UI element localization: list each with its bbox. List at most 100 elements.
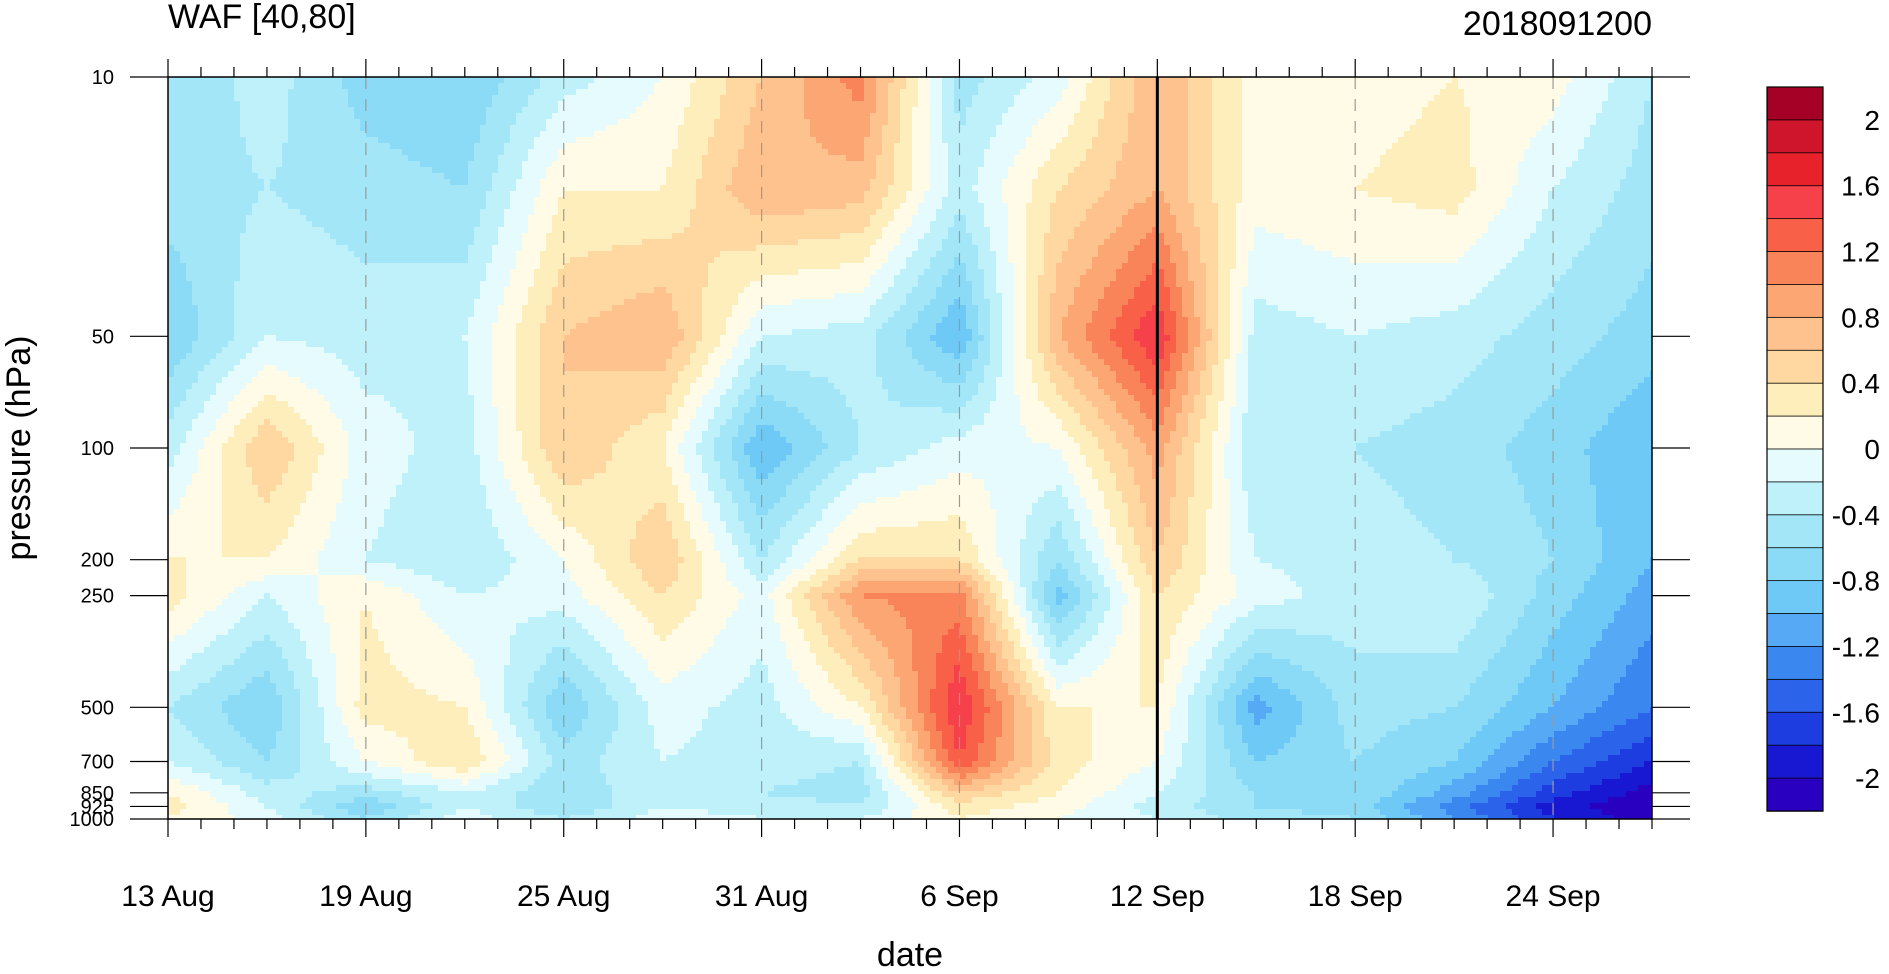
heat-cell	[426, 137, 433, 144]
heat-cell	[1584, 95, 1591, 102]
heat-cell	[930, 95, 937, 102]
heat-cell	[240, 197, 247, 204]
heat-cell	[1356, 113, 1363, 120]
heat-cell	[1092, 173, 1099, 180]
heat-cell	[1416, 107, 1423, 114]
heat-cell	[1230, 131, 1237, 138]
heat-cell	[534, 89, 541, 96]
heat-cell	[1590, 77, 1597, 84]
heat-cell	[222, 125, 229, 132]
heat-cell	[372, 197, 379, 204]
heat-cell	[504, 95, 511, 102]
heat-cell	[1158, 101, 1165, 108]
heat-cell	[744, 77, 751, 84]
heat-cell	[966, 119, 973, 126]
heat-cell	[270, 179, 277, 186]
heat-cell	[726, 167, 733, 174]
heat-cell	[432, 95, 439, 102]
heat-cell	[528, 155, 535, 162]
heat-cell	[648, 185, 655, 192]
heat-cell	[744, 167, 751, 174]
heat-cell	[792, 149, 799, 156]
heat-cell	[1026, 95, 1033, 102]
heat-cell	[1572, 167, 1579, 174]
heat-cell	[1650, 113, 1652, 120]
heat-cell	[648, 131, 655, 138]
heat-cell	[1134, 107, 1141, 114]
heat-cell	[288, 161, 295, 168]
heat-cell	[366, 185, 373, 192]
heat-cell	[978, 119, 985, 126]
heat-cell	[1254, 101, 1261, 108]
heat-cell	[1176, 137, 1183, 144]
heat-cell	[762, 77, 769, 84]
heat-cell	[1110, 101, 1117, 108]
heat-cell	[858, 137, 865, 144]
heat-cell	[744, 113, 751, 120]
heat-cell	[624, 185, 631, 192]
heat-cell	[1596, 95, 1603, 102]
heat-cell	[960, 185, 967, 192]
heat-cell	[546, 107, 553, 114]
heat-cell	[1392, 173, 1399, 180]
heat-cell	[1266, 125, 1273, 132]
heat-cell	[1332, 125, 1339, 132]
heat-cell	[1512, 119, 1519, 126]
heat-cell	[1026, 131, 1033, 138]
heat-cell	[306, 143, 313, 150]
heat-cell	[1032, 125, 1039, 132]
heat-cell	[216, 95, 223, 102]
heat-cell	[798, 89, 805, 96]
heat-cell	[1230, 95, 1237, 102]
heat-cell	[1188, 155, 1195, 162]
heat-cell	[1146, 95, 1153, 102]
heat-cell	[1050, 125, 1057, 132]
heat-cell	[570, 107, 577, 114]
heat-cell	[900, 179, 907, 186]
heat-cell	[378, 191, 385, 198]
heat-cell	[942, 191, 949, 198]
heat-cell	[594, 89, 601, 96]
heat-cell	[336, 191, 343, 198]
heat-cell	[1536, 119, 1543, 126]
heat-cell	[948, 125, 955, 132]
heat-cell	[1008, 83, 1015, 90]
heat-cell	[996, 167, 1003, 174]
heat-cell	[1542, 167, 1549, 174]
heat-cell	[192, 161, 199, 168]
heat-cell	[996, 137, 1003, 144]
heat-cell	[1344, 119, 1351, 126]
heat-cell	[1584, 143, 1591, 150]
heat-cell	[924, 107, 931, 114]
heat-cell	[1068, 179, 1075, 186]
heat-cell	[798, 185, 805, 192]
heat-cell	[780, 131, 787, 138]
heat-cell	[342, 149, 349, 156]
heat-cell	[1530, 143, 1537, 150]
heat-cell	[1344, 179, 1351, 186]
heat-cell	[504, 143, 511, 150]
heat-cell	[666, 107, 673, 114]
heat-cell	[552, 167, 559, 174]
heat-cell	[390, 89, 397, 96]
heat-cell	[660, 167, 667, 174]
heat-cell	[1380, 89, 1387, 96]
heat-cell	[306, 185, 313, 192]
heat-cell	[906, 77, 913, 84]
heat-cell	[1434, 167, 1441, 174]
heat-cell	[1272, 167, 1279, 174]
heat-cell	[366, 143, 373, 150]
heat-cell	[1164, 95, 1171, 102]
heat-cell	[1494, 173, 1501, 180]
heat-cell	[330, 143, 337, 150]
heat-cell	[714, 191, 721, 198]
heat-cell	[1530, 119, 1537, 126]
heat-cell	[1062, 83, 1069, 90]
heat-cell	[708, 131, 715, 138]
heat-cell	[1398, 95, 1405, 102]
heat-cell	[180, 95, 187, 102]
heat-cell	[1590, 101, 1597, 108]
heat-cell	[960, 155, 967, 162]
heat-cell	[1452, 107, 1459, 114]
heat-cell	[294, 107, 301, 114]
